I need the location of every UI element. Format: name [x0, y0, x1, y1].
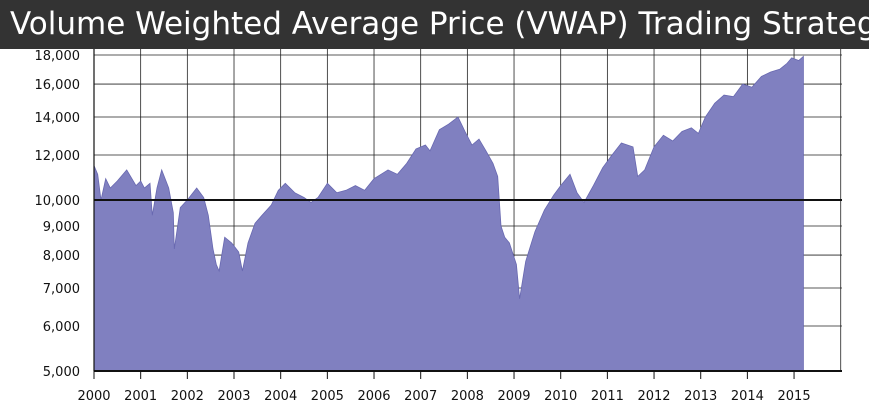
x-tick-label: 2001 — [124, 389, 157, 404]
x-axis-tick-marks — [93, 371, 795, 379]
x-tick-label: 2009 — [497, 389, 530, 404]
y-tick-label: 10,000 — [35, 194, 81, 209]
x-tick-label: 2008 — [451, 389, 484, 404]
y-tick-label: 6,000 — [43, 320, 80, 335]
price-area-series — [93, 55, 804, 372]
x-tick-label: 2004 — [264, 389, 297, 404]
x-tick-label: 2002 — [171, 389, 204, 404]
y-tick-label: 7,000 — [43, 282, 80, 297]
chart-title: Volume Weighted Average Price (VWAP) Tra… — [10, 6, 869, 42]
y-tick-label: 9,000 — [43, 220, 80, 235]
x-tick-label: 2007 — [404, 389, 437, 404]
x-tick-label: 2013 — [684, 389, 717, 404]
y-tick-label: 12,000 — [35, 149, 81, 164]
x-tick-label: 2012 — [637, 389, 670, 404]
y-tick-label: 14,000 — [35, 111, 81, 126]
x-tick-label: 2005 — [311, 389, 344, 404]
y-axis-tick-labels: 5,000 6,000 7,000 8,000 9,000 10,000 12,000 14,… — [35, 49, 81, 380]
x-tick-label: 2014 — [731, 389, 764, 404]
y-tick-label: 16,000 — [35, 78, 81, 93]
x-tick-label: 2015 — [778, 389, 811, 404]
x-axis-tick-labels: 2000 2001 2002 2003 2004 2005 2006 2007 2008 2009… — [77, 389, 810, 404]
y-tick-label: 18,000 — [35, 49, 81, 64]
title-bar: Volume Weighted Average Price (VWAP) Tra… — [0, 0, 869, 49]
y-tick-label: 8,000 — [43, 249, 80, 264]
x-tick-label: 2003 — [217, 389, 250, 404]
y-tick-label: 5,000 — [43, 365, 80, 380]
x-tick-label: 2010 — [544, 389, 577, 404]
x-tick-label: 2006 — [357, 389, 390, 404]
x-tick-label: 2011 — [591, 389, 624, 404]
x-tick-label: 2000 — [77, 389, 110, 404]
